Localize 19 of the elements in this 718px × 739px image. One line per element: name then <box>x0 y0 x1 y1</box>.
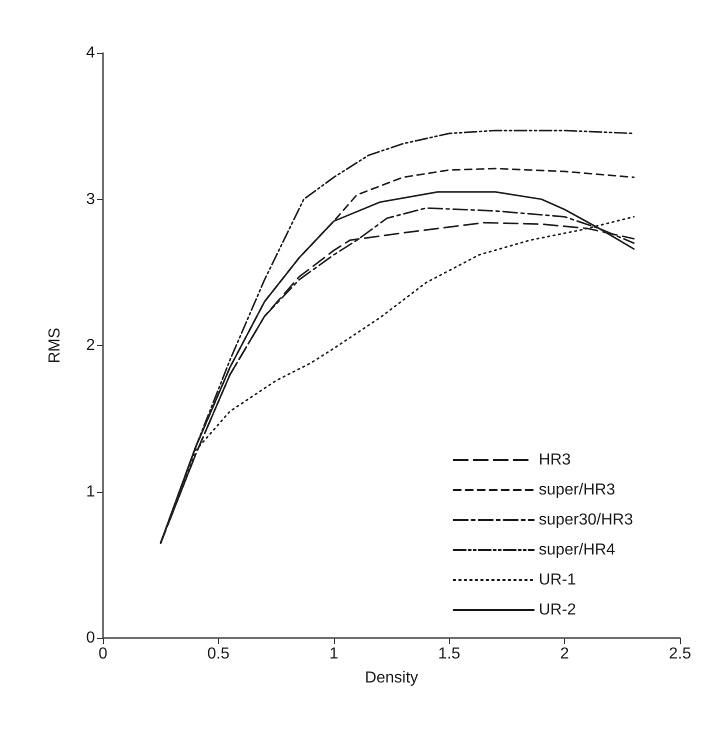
y-tick-label: 1 <box>86 483 96 500</box>
legend-label: super/HR4 <box>538 542 616 558</box>
legend-label: UR-1 <box>538 572 576 588</box>
y-tick-label: 3 <box>86 190 96 208</box>
x-tick-label: 2.5 <box>668 646 692 662</box>
x-tick-label: 1.5 <box>438 646 460 662</box>
y-tick-label: 4 <box>86 44 96 62</box>
y-tick-label: 0 <box>86 630 96 646</box>
legend-label: super/HR3 <box>538 482 616 498</box>
x-tick-label: 1 <box>329 646 338 662</box>
x-axis-title: Density <box>364 670 418 686</box>
x-tick-label: 0.5 <box>207 646 230 662</box>
y-axis-title: RMS <box>46 328 64 364</box>
x-tick-label: 0 <box>98 646 108 662</box>
legend-label: super30/HR3 <box>538 512 634 528</box>
x-tick-label: 2 <box>560 646 570 662</box>
legend-label: HR3 <box>538 452 571 468</box>
legend-label: UR-2 <box>538 602 576 618</box>
y-tick-label: 2 <box>86 337 96 354</box>
